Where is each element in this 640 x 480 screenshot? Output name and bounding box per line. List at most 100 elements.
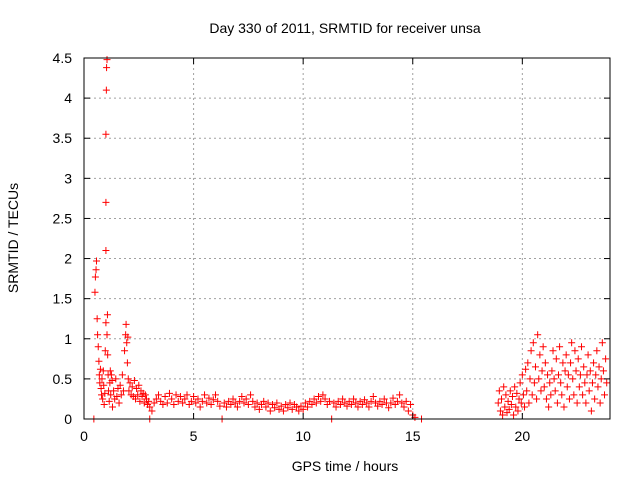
data-point: [369, 393, 377, 401]
data-point: [231, 399, 239, 407]
data-point: [209, 396, 217, 404]
plot-frame: [83, 57, 611, 420]
y-tick-label: 1.5: [53, 291, 73, 307]
data-point: [579, 391, 587, 399]
data-point: [91, 273, 99, 281]
data-point: [227, 401, 235, 409]
data-point: [495, 387, 503, 395]
x-tick-label: 5: [190, 428, 198, 444]
x-tick-label: 20: [515, 428, 531, 444]
data-point: [179, 399, 187, 407]
y-tick-label: 3: [64, 170, 72, 186]
data-point: [107, 371, 115, 379]
data-point: [584, 351, 592, 359]
data-point: [277, 402, 285, 410]
data-point: [125, 387, 133, 395]
data-point: [525, 399, 533, 407]
data-point: [505, 405, 513, 413]
data-point: [103, 64, 111, 72]
data-point: [102, 319, 110, 327]
data-point: [599, 367, 607, 375]
data-point: [110, 387, 118, 395]
data-point: [150, 399, 158, 407]
data-point: [136, 397, 144, 405]
data-point: [517, 399, 525, 407]
data-point: [400, 403, 408, 411]
data-point: [124, 375, 132, 383]
data-point: [354, 403, 362, 411]
data-point: [192, 399, 200, 407]
data-point: [212, 391, 219, 399]
data-point: [572, 367, 580, 375]
data-point: [100, 401, 108, 409]
data-point: [594, 383, 602, 391]
data-point: [168, 395, 176, 403]
data-point: [238, 393, 246, 401]
data-point: [365, 403, 373, 411]
data-point: [538, 367, 546, 375]
data-point: [583, 371, 591, 379]
data-point: [155, 391, 163, 399]
data-point: [95, 371, 103, 379]
data-point: [601, 391, 609, 399]
data-point: [233, 403, 241, 411]
data-point: [96, 365, 104, 373]
data-point: [407, 401, 415, 409]
x-tick-label: 15: [405, 428, 421, 444]
data-point: [529, 339, 537, 347]
data-point: [522, 365, 530, 373]
data-point: [574, 355, 582, 363]
data-point: [501, 403, 509, 411]
data-point: [533, 395, 541, 403]
data-point: [541, 359, 549, 367]
data-point: [506, 387, 514, 395]
data-point: [207, 401, 215, 409]
data-point: [561, 367, 569, 375]
data-point: [251, 403, 259, 411]
data-point: [332, 403, 340, 411]
data-point: [103, 56, 111, 64]
data-point: [563, 383, 571, 391]
data-point: [518, 371, 526, 379]
data-point: [513, 389, 521, 397]
data-point: [336, 401, 344, 409]
data-point: [183, 391, 191, 399]
data-point: [118, 371, 126, 379]
data-point: [498, 395, 506, 403]
data-point: [170, 401, 178, 409]
data-point: [284, 404, 292, 412]
data-point: [387, 399, 395, 407]
data-point: [339, 395, 347, 403]
data-point: [581, 379, 589, 387]
data-point: [99, 395, 107, 403]
data-point: [273, 399, 281, 407]
y-tick-label: 4: [64, 90, 72, 106]
data-point: [591, 395, 599, 403]
y-tick-label: 0.5: [53, 371, 73, 387]
data-point: [163, 399, 171, 407]
y-tick-label: 0: [64, 411, 72, 427]
data-point: [552, 355, 560, 363]
data-point: [512, 403, 520, 411]
data-point: [317, 397, 325, 405]
data-point: [107, 391, 115, 399]
data-point: [103, 311, 111, 319]
data-point: [530, 379, 538, 387]
data-point: [398, 399, 406, 407]
data-point: [598, 339, 606, 347]
data-point: [187, 397, 195, 405]
y-tick-label: 2.5: [53, 210, 73, 226]
data-point: [511, 383, 519, 391]
data-point: [255, 405, 263, 413]
data-point: [102, 247, 110, 255]
data-point: [596, 399, 604, 407]
data-point: [299, 405, 307, 413]
data-point: [516, 379, 524, 387]
data-point: [198, 397, 206, 405]
data-point: [582, 399, 590, 407]
data-point: [380, 395, 388, 403]
data-point: [102, 198, 110, 206]
data-point: [293, 403, 301, 411]
data-point: [559, 359, 567, 367]
